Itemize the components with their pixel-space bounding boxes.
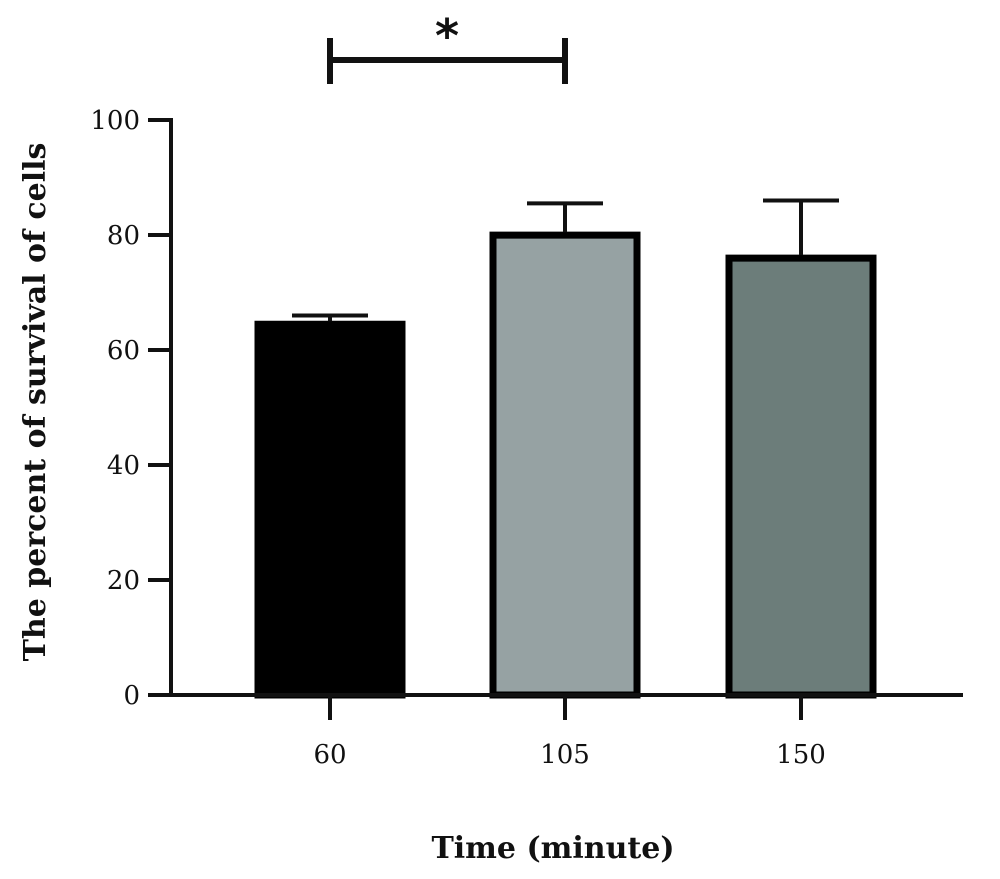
- bar: [725, 254, 877, 699]
- significance-bracket: *: [327, 9, 568, 84]
- x-tick-label: 60: [313, 740, 346, 770]
- y-tick-label: 0: [123, 681, 140, 711]
- y-tick-label: 20: [107, 566, 140, 596]
- y-tick-label: 60: [107, 336, 140, 366]
- x-axis-ticks: [328, 695, 803, 720]
- x-tick-label: 105: [540, 740, 590, 770]
- bar: [254, 320, 406, 699]
- y-tick-label: 100: [90, 106, 140, 136]
- y-axis-ticks: [148, 118, 171, 697]
- bars: [254, 231, 877, 699]
- x-tick-label: 150: [776, 740, 826, 770]
- y-axis-title: The percent of survival of cells: [18, 143, 53, 662]
- bar: [489, 231, 641, 699]
- y-tick-label: 40: [107, 451, 140, 481]
- significance-star: *: [435, 9, 459, 63]
- x-axis-tick-labels: 60 105 150: [313, 740, 825, 770]
- error-bars: [292, 198, 839, 322]
- x-axis-title: Time (minute): [431, 831, 674, 866]
- y-axis-tick-labels: 0 20 40 60 80 100: [90, 106, 140, 711]
- y-tick-label: 80: [107, 221, 140, 251]
